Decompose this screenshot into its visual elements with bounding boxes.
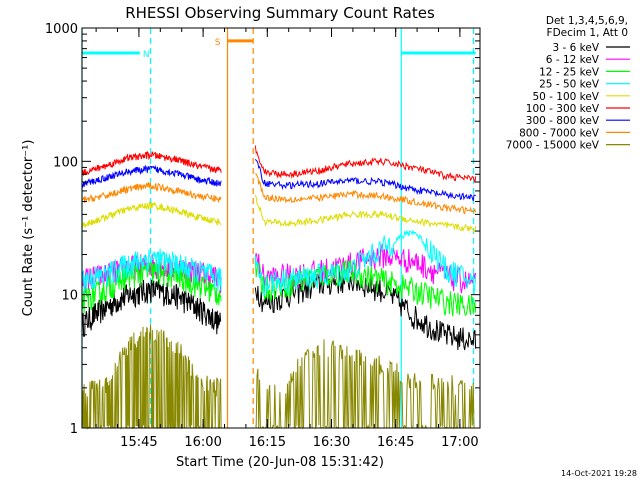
series-line-1-0 bbox=[81, 254, 222, 294]
series-line-7-0 bbox=[81, 181, 222, 204]
legend-label-0: 3 - 6 keV bbox=[552, 42, 599, 54]
flag-label-0: N bbox=[143, 50, 150, 60]
x-tick-label-5: 17:00 bbox=[441, 435, 478, 450]
series-line-5-0 bbox=[81, 150, 222, 177]
x-tick-label-0: 15:45 bbox=[120, 435, 157, 450]
series-line-4-1 bbox=[254, 194, 477, 233]
plot-frame bbox=[81, 27, 481, 429]
series-layer bbox=[81, 145, 477, 430]
series-line-2-0 bbox=[81, 261, 222, 314]
x-tick-label-3: 16:30 bbox=[313, 435, 350, 450]
legend-label-8: 7000 - 15000 keV bbox=[506, 140, 600, 152]
series-line-8-0 bbox=[81, 324, 222, 430]
axis-layer: 1 10 100 1000 15:45 16:00 16:15 16:30 16:45 17:00 bbox=[45, 22, 480, 450]
y-tick-label-3: 1000 bbox=[45, 22, 78, 37]
x-tick-label-1: 16:00 bbox=[184, 435, 221, 450]
x-axis-label: Start Time (20-Jun-08 15:31:42) bbox=[176, 455, 384, 470]
flag-label-2: S bbox=[215, 38, 221, 48]
x-tick-label-4: 16:45 bbox=[377, 435, 414, 450]
legend-label-6: 300 - 800 keV bbox=[526, 115, 600, 127]
series-line-4-0 bbox=[81, 201, 222, 228]
chart-title: RHESSI Observing Summary Count Rates bbox=[125, 4, 435, 22]
series-line-0-0 bbox=[81, 279, 222, 338]
legend-label-5: 100 - 300 keV bbox=[526, 103, 600, 115]
legend-label-3: 25 - 50 keV bbox=[539, 79, 600, 91]
timestamp: 14-Oct-2021 19:28 bbox=[561, 469, 637, 478]
y-tick-label-2: 100 bbox=[53, 155, 78, 170]
legend: Det 1,3,4,5,6,9,FDecim 1, Att 0 3 - 6 keV… bbox=[506, 15, 630, 152]
series-line-3-1 bbox=[254, 229, 477, 297]
y-axis-label: Count Rate (s⁻¹ detector⁻¹) bbox=[21, 140, 36, 317]
series-line-2-1 bbox=[254, 255, 477, 317]
lines-layer: NS bbox=[81, 28, 476, 428]
legend-label-7: 800 - 7000 keV bbox=[519, 127, 600, 139]
x-tick-label-2: 16:15 bbox=[249, 435, 286, 450]
legend-header-1: FDecim 1, Att 0 bbox=[547, 27, 628, 39]
series-line-3-0 bbox=[81, 248, 222, 294]
series-line-6-0 bbox=[81, 164, 222, 189]
legend-label-4: 50 - 100 keV bbox=[532, 91, 599, 103]
series-line-8-1 bbox=[254, 339, 476, 430]
legend-label-2: 12 - 25 keV bbox=[539, 66, 600, 78]
series-line-6-1 bbox=[254, 158, 476, 201]
legend-header-0: Det 1,3,4,5,6,9, bbox=[546, 15, 628, 27]
series-line-5-1 bbox=[254, 145, 477, 183]
legend-label-1: 6 - 12 keV bbox=[546, 54, 600, 66]
series-line-7-1 bbox=[255, 173, 477, 215]
y-tick-label-1: 10 bbox=[61, 289, 78, 304]
y-tick-label-0: 1 bbox=[70, 422, 78, 437]
